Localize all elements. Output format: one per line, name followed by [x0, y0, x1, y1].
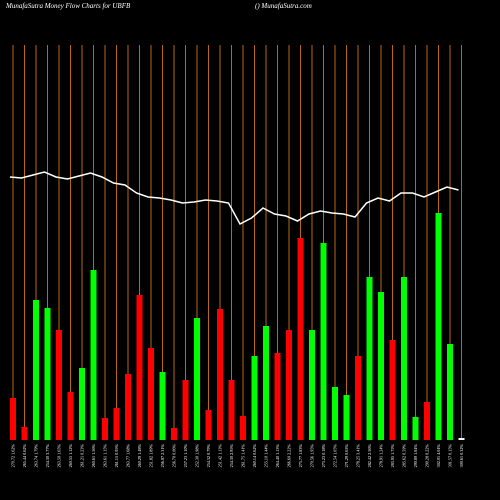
x-tick-label: 263.77 1.68%: [126, 444, 131, 468]
chart-subtitle: () MunafaSutra.com: [255, 2, 312, 10]
bar: [136, 295, 143, 440]
x-tick-label: 278.25 3.41%: [356, 444, 361, 468]
bar: [56, 330, 62, 440]
x-tick-label: 260.61 1.56%: [91, 444, 96, 468]
bar: [401, 277, 407, 440]
bar: [320, 243, 327, 440]
x-tick-label: 300.61 0.32%: [459, 444, 464, 468]
x-tick-label: 260.55 1.12%: [68, 444, 73, 468]
x-tick-label: 263.50 1.65%: [57, 444, 62, 468]
x-tick-label: 290.28 0.22%: [425, 444, 430, 468]
x-tick-label: 260.14 0.62%: [252, 444, 257, 468]
bar: [148, 348, 154, 440]
bar: [171, 428, 177, 440]
bar: [44, 308, 51, 440]
x-tick-label: 260.29 1.48%: [137, 444, 142, 468]
chart-title: MunafaSutra Money Flow Charts for UBFB: [5, 2, 131, 10]
x-tick-label: 251.82 1.89%: [149, 444, 154, 468]
bar: [297, 238, 304, 440]
x-tick-label: 256.87 2.31%: [160, 444, 165, 468]
x-tick-label: 302.01 4.04%: [436, 444, 441, 468]
bar: [378, 292, 384, 440]
x-tick-label: 283.95 1.75%: [390, 444, 395, 468]
bar: [194, 318, 200, 440]
bar: [435, 213, 442, 440]
bar: [240, 416, 246, 440]
x-tick-label: 285.62 0.59%: [402, 444, 407, 468]
bar: [10, 398, 16, 440]
x-tick-label: 263.61 1.15%: [103, 444, 108, 468]
bar: [343, 395, 350, 440]
bar: [217, 309, 223, 440]
bar: [67, 392, 74, 440]
bar: [251, 356, 258, 440]
x-tick-label: 270.72 1.62%: [11, 444, 16, 468]
bar: [79, 368, 85, 440]
x-tick-label: 271.29 0.63%: [344, 444, 349, 468]
x-tick-label: 257.23 1.10%: [183, 444, 188, 468]
bar: [424, 402, 430, 440]
price-line: [9, 171, 459, 226]
x-tick-label: 272.54 1.05%: [333, 444, 338, 468]
bar: [182, 380, 189, 440]
bar: [447, 344, 453, 440]
bar: [33, 300, 39, 440]
bar: [412, 417, 419, 440]
x-tick-label: 275.77 1.83%: [298, 444, 303, 468]
bar: [205, 410, 212, 440]
x-tick-label: 251.42 1.13%: [218, 444, 223, 468]
x-tick-label: 290.89 1.84%: [413, 444, 418, 468]
x-tick-label: 256.70 0.06%: [172, 444, 177, 468]
x-tick-label: 261.75 1.41%: [241, 444, 246, 468]
bar: [90, 270, 97, 440]
x-tick-label: 270.56 1.95%: [310, 444, 315, 468]
x-tick-label: 252.30 1.98%: [195, 444, 200, 468]
bar: [228, 380, 235, 440]
bar: [21, 427, 28, 440]
bar: [286, 330, 292, 440]
x-tick-label: 254.32 0.79%: [206, 444, 211, 468]
x-tick-label: 263.74 1.79%: [34, 444, 39, 468]
bar: [113, 408, 120, 440]
x-tick-label: 282.42 2.56%: [367, 444, 372, 468]
bar: [263, 326, 269, 440]
x-tick-label: 254.30 3.77%: [45, 444, 50, 468]
bar: [274, 353, 281, 440]
bar: [458, 438, 465, 440]
x-tick-label: 273.23 0.18%: [321, 444, 326, 468]
bar: [102, 418, 108, 440]
bar: [125, 374, 131, 440]
bar: [366, 277, 373, 440]
x-tick-label: 255.10 1.44%: [264, 444, 269, 468]
x-tick-label: 261.21 0.23%: [80, 444, 85, 468]
x-tick-label: 301.57 0.15%: [448, 444, 453, 468]
bar: [309, 330, 315, 440]
x-tick-label: 261.15 0.95%: [114, 444, 119, 468]
x-tick-label: 265.44 0.62%: [22, 444, 27, 468]
bar: [355, 356, 361, 440]
x-tick-label: 266.60 2.22%: [287, 444, 292, 468]
x-tick-label: 254.30 2.95%: [229, 444, 234, 468]
bar: [332, 387, 338, 440]
bar: [159, 372, 166, 440]
x-tick-label: 278.91 1.24%: [379, 444, 384, 468]
bar: [389, 340, 396, 440]
x-tick-label: 264.40 1.13%: [275, 444, 280, 468]
